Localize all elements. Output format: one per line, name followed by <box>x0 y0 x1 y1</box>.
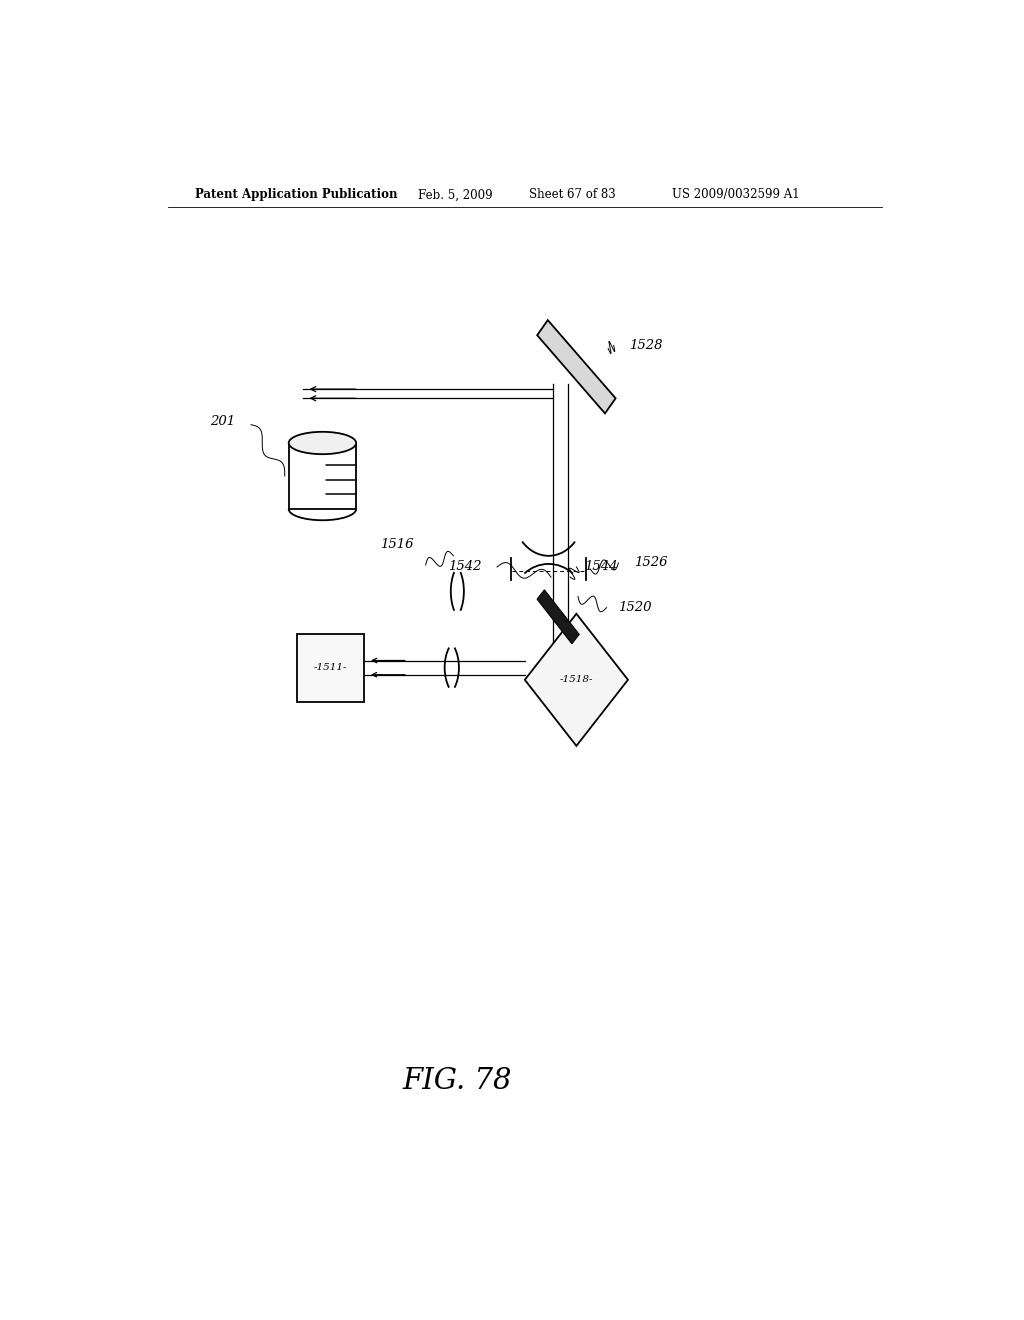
Text: 1516: 1516 <box>380 537 414 550</box>
Text: 1526: 1526 <box>634 557 668 569</box>
Text: 201: 201 <box>210 416 236 428</box>
Text: FIG. 78: FIG. 78 <box>402 1068 512 1096</box>
Text: 1544: 1544 <box>585 561 617 573</box>
Polygon shape <box>524 614 628 746</box>
Text: Feb. 5, 2009: Feb. 5, 2009 <box>418 189 493 202</box>
Text: -1511-: -1511- <box>313 663 347 672</box>
Text: Patent Application Publication: Patent Application Publication <box>196 189 398 202</box>
Bar <box>289 444 356 510</box>
Text: -1518-: -1518- <box>560 676 593 684</box>
Text: 1520: 1520 <box>618 601 652 614</box>
Text: Sheet 67 of 83: Sheet 67 of 83 <box>528 189 615 202</box>
Polygon shape <box>538 321 615 413</box>
Text: US 2009/0032599 A1: US 2009/0032599 A1 <box>672 189 800 202</box>
Polygon shape <box>537 590 580 644</box>
Text: 1542: 1542 <box>447 561 481 573</box>
Ellipse shape <box>289 432 356 454</box>
Text: 1528: 1528 <box>630 339 664 352</box>
Bar <box>297 634 365 702</box>
